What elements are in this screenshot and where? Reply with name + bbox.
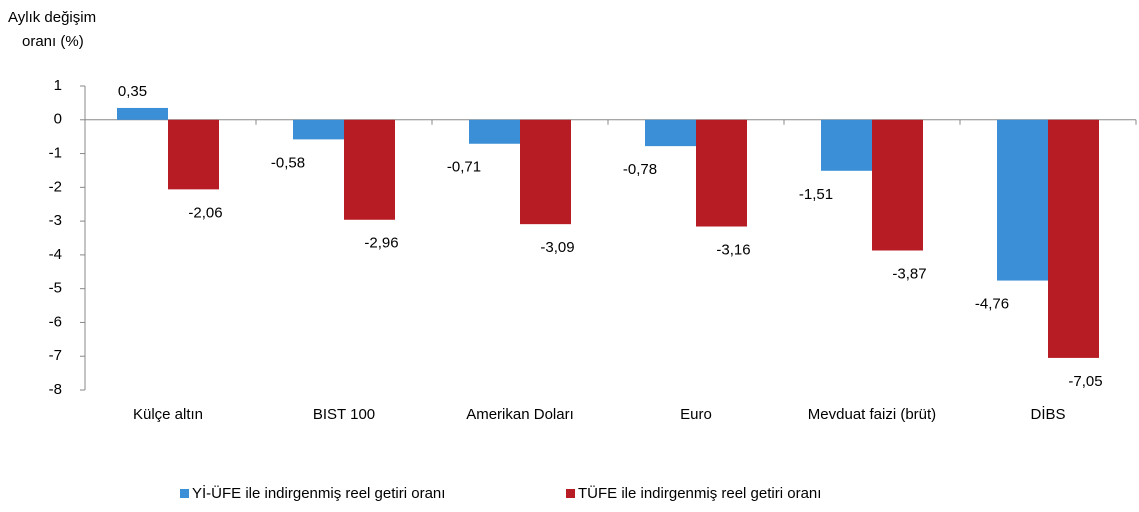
y-tick-label: -5 (49, 280, 62, 297)
x-tick-label: DİBS (1030, 405, 1065, 423)
legend-label: Yİ-ÜFE ile indirgenmiş reel getiri oranı (192, 484, 445, 502)
bar (520, 119, 571, 225)
bar (168, 119, 219, 190)
data-label: -1,51 (799, 186, 833, 203)
bar (1048, 119, 1099, 358)
y-tick-label: 1 (54, 77, 62, 94)
data-label: -3,16 (716, 241, 750, 258)
bar (117, 107, 168, 120)
x-tick-label: Külçe altın (133, 406, 203, 423)
x-tick-label: Mevduat faizi (brüt) (808, 406, 936, 423)
bar (696, 119, 747, 227)
bar (293, 119, 344, 140)
y-tick-label: -3 (49, 212, 62, 229)
data-label: 0,35 (118, 83, 147, 100)
data-label: -4,76 (975, 296, 1009, 313)
data-label: -3,87 (892, 265, 926, 282)
y-tick-label: -6 (49, 313, 62, 330)
y-tick-label: -8 (49, 381, 62, 398)
y-tick-label: -2 (49, 178, 62, 195)
y-axis-label: Aylık değişim (8, 9, 96, 26)
data-label: -2,96 (364, 235, 398, 252)
x-tick-label: Euro (680, 406, 712, 423)
bar (344, 119, 395, 220)
data-label: -0,71 (447, 159, 481, 176)
data-label: -2,06 (188, 204, 222, 221)
bar (872, 119, 923, 251)
legend-swatch (180, 489, 189, 498)
legend-label: TÜFE ile indirgenmiş reel getiri oranı (578, 484, 821, 502)
y-axis-label: oranı (%) (22, 33, 84, 50)
x-tick-label: Amerikan Doları (466, 406, 574, 423)
y-tick-label: -4 (49, 246, 62, 263)
legend-swatch (566, 489, 575, 498)
data-label: -7,05 (1068, 373, 1102, 390)
y-tick-label: -7 (49, 347, 62, 364)
bar (997, 119, 1048, 281)
x-tick-label: BIST 100 (313, 406, 375, 423)
data-label: -0,78 (623, 161, 657, 178)
y-tick-label: -1 (49, 145, 62, 162)
bar (469, 119, 520, 144)
bar (821, 119, 872, 171)
bar (645, 119, 696, 147)
data-label: -3,09 (540, 239, 574, 256)
data-label: -0,58 (271, 154, 305, 171)
y-tick-label: 0 (54, 111, 62, 128)
